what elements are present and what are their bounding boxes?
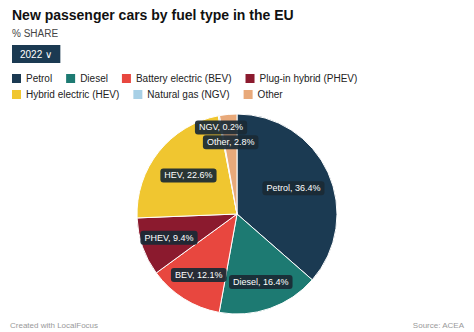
- legend-label: Battery electric (BEV): [136, 73, 232, 84]
- data-label: Diesel, 16.4%: [229, 275, 293, 289]
- data-label: Petrol, 36.4%: [262, 181, 324, 195]
- data-label: HEV, 22.6%: [160, 168, 216, 182]
- data-label-text: BEV, 12.1%: [175, 270, 223, 280]
- legend-label: Hybrid electric (HEV): [26, 89, 119, 100]
- data-label-box: [203, 135, 259, 149]
- year-badge: 2022 ∨: [12, 45, 60, 63]
- data-label-box: [229, 275, 293, 289]
- legend-item: Diesel: [66, 73, 108, 84]
- legend-item: Natural gas (NGV): [133, 89, 229, 100]
- data-label-text: PHEV, 9.4%: [144, 233, 193, 243]
- data-label-box: [140, 231, 197, 245]
- data-labels: Petrol, 36.4% Diesel, 16.4% BEV, 12.1% PHEV…: [140, 120, 324, 289]
- data-label: NGV, 0.2%: [195, 120, 247, 134]
- legend-swatch: [12, 90, 21, 99]
- title: New passenger cars by fuel type in the E…: [12, 7, 294, 23]
- legend-label: Plug-in hybrid (PHEV): [260, 73, 358, 84]
- legend-swatch: [12, 74, 21, 83]
- legend-label: Diesel: [80, 73, 108, 84]
- background: [0, 0, 474, 332]
- legend-label: Natural gas (NGV): [147, 89, 229, 100]
- data-label: PHEV, 9.4%: [140, 231, 197, 245]
- legend-label: Other: [258, 89, 284, 100]
- legend-swatch: [244, 90, 253, 99]
- data-label-box: [171, 268, 227, 282]
- pie: [137, 114, 337, 314]
- legend-item: Other: [244, 89, 284, 100]
- credit: Created with LocalFocus: [10, 321, 98, 330]
- legend-swatch: [246, 74, 255, 83]
- data-label-box: [160, 168, 216, 182]
- legend-swatch: [66, 74, 75, 83]
- data-label-text: HEV, 22.6%: [164, 170, 212, 180]
- source: Source: ACEA: [413, 321, 465, 330]
- data-label-box: [195, 120, 247, 134]
- legend-item: Petrol: [12, 73, 52, 84]
- legend-label: Petrol: [26, 73, 52, 84]
- data-label: Other, 2.8%: [203, 135, 259, 149]
- pie-slice: [137, 214, 237, 273]
- legend: Petrol Diesel Battery electric (BEV) Plug-i…: [12, 73, 357, 100]
- legend-item: Battery electric (BEV): [122, 73, 232, 84]
- badge-box: [12, 45, 60, 63]
- legend-swatch: [133, 90, 142, 99]
- data-label-text: Petrol, 36.4%: [266, 183, 320, 193]
- data-label: BEV, 12.1%: [171, 268, 227, 282]
- legend-swatch: [122, 74, 131, 83]
- data-label-text: Diesel, 16.4%: [233, 277, 289, 287]
- data-label-box: [262, 181, 324, 195]
- chart: New passenger cars by fuel type in the E…: [0, 0, 474, 332]
- legend-item: Hybrid electric (HEV): [12, 89, 119, 100]
- year-label: 2022 ∨: [20, 49, 52, 60]
- data-label-text: NGV, 0.2%: [199, 122, 243, 132]
- data-label-text: Other, 2.8%: [207, 137, 255, 147]
- subtitle: % SHARE: [12, 28, 58, 39]
- legend-item: Plug-in hybrid (PHEV): [246, 73, 358, 84]
